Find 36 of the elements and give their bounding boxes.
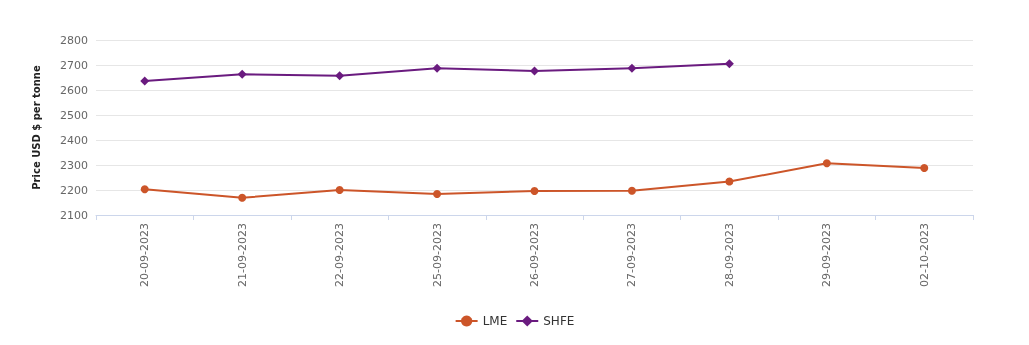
y-tick-label: 2700 <box>60 58 88 72</box>
point <box>920 164 929 172</box>
y-axis-title: Price USD $ per tonne <box>30 65 42 190</box>
y-tick-label: 2500 <box>60 108 88 122</box>
legend-label: LME <box>482 314 508 328</box>
x-tick-label: 28-09-2023 <box>722 223 736 287</box>
point <box>335 71 345 81</box>
point <box>530 66 539 76</box>
y-tick-label: 2100 <box>60 208 88 222</box>
x-tick-label: 26-09-2023 <box>528 223 541 287</box>
legend-label: SHFE <box>543 314 575 328</box>
point <box>140 76 150 86</box>
y-tick-label: 2200 <box>60 183 88 197</box>
point <box>433 190 442 198</box>
point <box>725 177 734 186</box>
x-tick-label: 21-09-2023 <box>235 223 249 287</box>
point <box>140 185 149 194</box>
y-tick-label: 2600 <box>60 83 88 97</box>
point <box>724 59 734 69</box>
point <box>432 63 442 73</box>
point <box>627 186 636 195</box>
y-tick-label: 2800 <box>60 33 88 47</box>
point <box>822 159 831 168</box>
x-tick-label: 25-09-2023 <box>430 223 444 287</box>
y-tick-label: 2400 <box>60 133 88 147</box>
x-tick-label: 27-09-2023 <box>625 223 639 287</box>
y-tick-label: 2300 <box>60 158 88 172</box>
point <box>237 69 247 79</box>
point <box>530 187 539 195</box>
x-tick-label: 22-09-2023 <box>333 223 347 287</box>
x-tick-label: 29-09-2023 <box>820 223 834 287</box>
point <box>335 186 344 194</box>
x-tick-label: 02-10-2023 <box>917 223 931 287</box>
x-tick-label: 20-09-2023 <box>138 223 152 287</box>
point <box>238 193 247 202</box>
point <box>627 63 637 73</box>
